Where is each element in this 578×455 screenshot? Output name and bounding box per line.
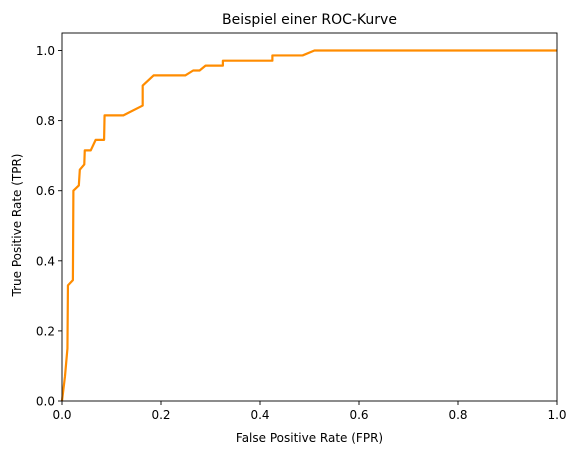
- x-tick-label: 0.8: [448, 408, 467, 422]
- x-axis-ticks: 0.0 0.2 0.4 0.6 0.8 1.0: [52, 401, 567, 422]
- y-tick-label: 0.0: [36, 395, 55, 409]
- y-tick-label: 0.6: [36, 184, 55, 198]
- y-tick-label: 0.2: [36, 324, 55, 338]
- plot-area: [60, 32, 558, 402]
- plot-frame: [61, 32, 558, 402]
- x-tick-label: 0.6: [349, 408, 368, 422]
- roc-curve-line: [60, 49, 557, 402]
- x-tick-label: 0.2: [151, 408, 170, 422]
- y-axis-title: True Positive Rate (TPR): [10, 154, 24, 298]
- y-tick-label: 0.8: [36, 114, 55, 128]
- y-tick-label: 1.0: [36, 44, 55, 58]
- y-axis-ticks: 0.0 0.2 0.4 0.6 0.8 1.0: [36, 44, 62, 409]
- chart-title: Beispiel einer ROC-Kurve: [222, 12, 397, 28]
- x-tick-label: 1.0: [547, 408, 566, 422]
- x-tick-label: 0.4: [250, 408, 269, 422]
- y-tick-label: 0.4: [36, 254, 55, 268]
- x-tick-label: 0.0: [52, 408, 71, 422]
- x-axis-title: False Positive Rate (FPR): [236, 431, 383, 445]
